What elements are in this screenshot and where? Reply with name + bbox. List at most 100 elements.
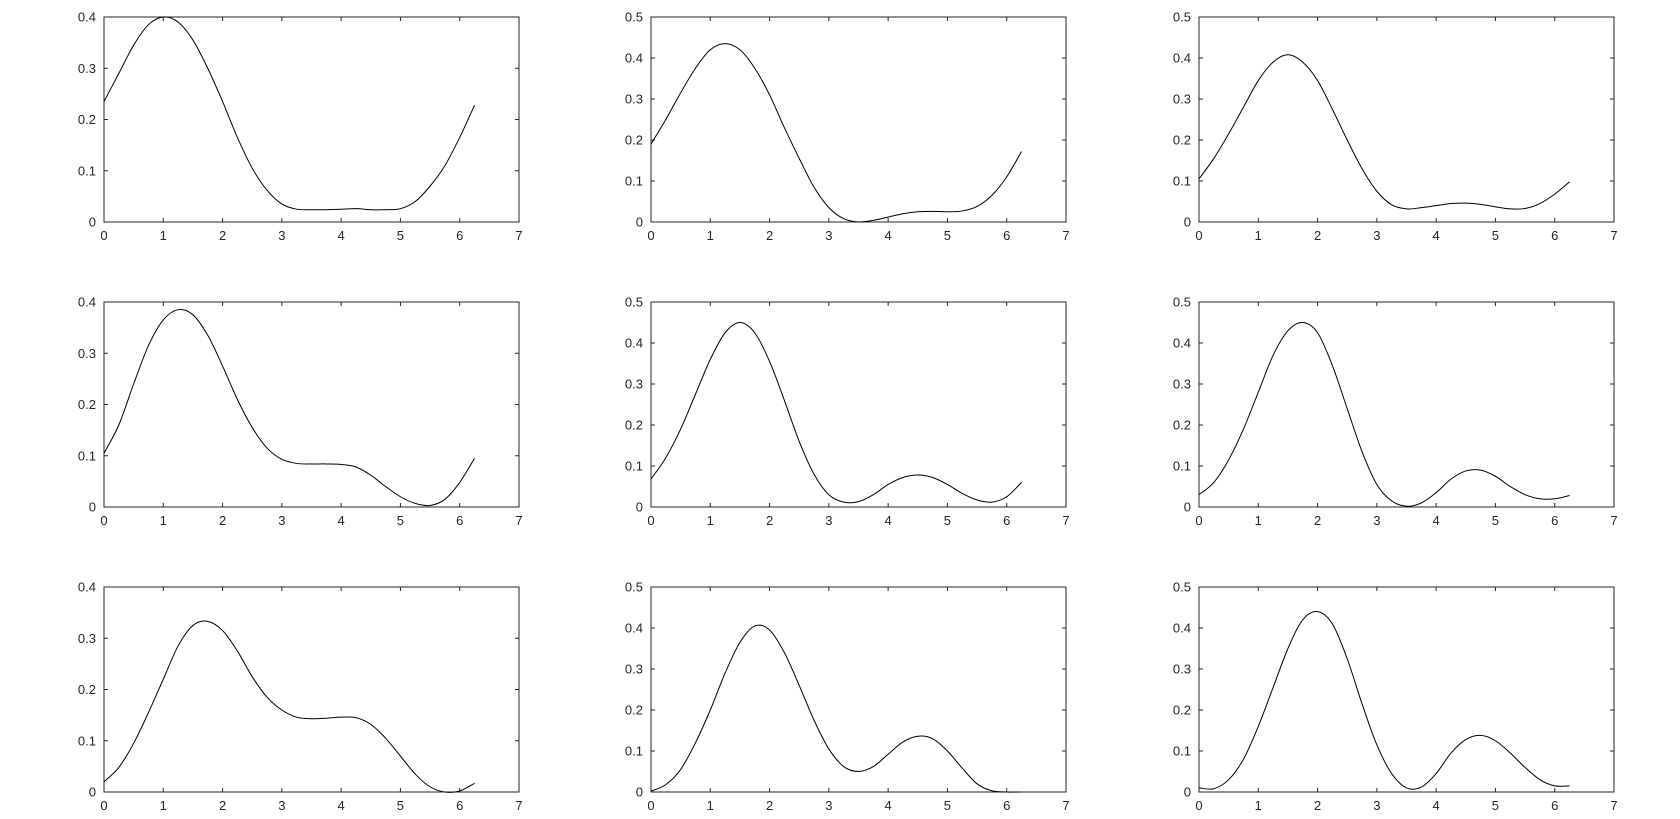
series-line [1198,54,1570,210]
y-tick-label: 0.3 [1173,92,1191,107]
series-line [103,620,475,793]
y-tick-label: 0.5 [1173,580,1191,595]
y-tick-label: 0 [636,500,643,515]
x-tick-label: 4 [338,798,345,813]
x-tick-label: 4 [1433,228,1440,243]
x-tick-label: 7 [1610,228,1617,243]
x-tick-label: 2 [1314,228,1321,243]
y-tick-label: 0.5 [625,10,643,25]
x-tick-label: 0 [1195,228,1202,243]
y-tick-label: 0.5 [625,295,643,310]
x-tick-label: 5 [944,228,951,243]
axes-box [1198,586,1615,793]
x-tick-label: 2 [766,513,773,528]
axes-box [1198,301,1615,508]
y-tick-label: 0.3 [625,377,643,392]
subplot-3: 0 1 2 3 4 5 6 7 0 0.1 0.2 0.3 0.4 0.5 [1173,10,1618,244]
x-tick-label: 6 [456,798,463,813]
x-tick-label: 2 [219,513,226,528]
x-tick-label: 6 [456,228,463,243]
y-tick-label: 0.4 [1173,51,1191,66]
x-tick-label: 4 [338,513,345,528]
x-tick-label: 2 [219,228,226,243]
x-tick-label: 6 [1551,798,1558,813]
x-tick-label: 6 [1551,228,1558,243]
subplot-9: 0 1 2 3 4 5 6 7 0 0.1 0.2 0.3 0.4 0.5 [1173,580,1618,814]
y-tick-label: 0 [89,785,96,800]
y-tick-label: 0.2 [1173,418,1191,433]
y-tick-label: 0.3 [625,662,643,677]
x-tick-label: 0 [647,228,654,243]
y-tick-label: 0.4 [78,295,96,310]
y-tick-label: 0.1 [1173,174,1191,189]
x-tick-label: 0 [100,513,107,528]
x-tick-label: 3 [278,798,285,813]
x-tick-label: 5 [397,798,404,813]
y-tick-label: 0.2 [625,133,643,148]
x-tick-label: 2 [766,228,773,243]
x-tick-label: 1 [707,798,714,813]
x-tick-label: 5 [397,513,404,528]
y-tick-label: 0.1 [1173,459,1191,474]
y-tick-label: 0.5 [625,580,643,595]
x-tick-label: 6 [1551,513,1558,528]
x-tick-label: 2 [1314,513,1321,528]
x-tick-label: 0 [100,798,107,813]
y-tick-label: 0.4 [1173,621,1191,636]
x-tick-label: 3 [1373,228,1380,243]
x-tick-label: 7 [1610,798,1617,813]
x-tick-label: 2 [219,798,226,813]
x-tick-label: 6 [1003,798,1010,813]
x-tick-label: 3 [278,513,285,528]
axes-box [650,301,1067,508]
axes-box [103,586,520,793]
y-tick-label: 0.4 [625,621,643,636]
y-tick-label: 0.1 [78,733,96,748]
subplot-1: 0 1 2 3 4 5 6 7 0 0.1 0.2 0.3 0.4 [78,10,523,244]
x-tick-label: 1 [1255,798,1262,813]
x-tick-label: 3 [825,513,832,528]
y-tick-label: 0.3 [625,92,643,107]
axes-box [103,16,520,223]
x-tick-label: 7 [1062,798,1069,813]
x-tick-label: 6 [1003,513,1010,528]
subplot-7: 0 1 2 3 4 5 6 7 0 0.1 0.2 0.3 0.4 [78,580,523,814]
x-tick-label: 5 [1492,228,1499,243]
y-tick-label: 0 [636,215,643,230]
x-tick-label: 4 [885,228,892,243]
x-tick-label: 1 [1255,228,1262,243]
subplot-5: 0 1 2 3 4 5 6 7 0 0.1 0.2 0.3 0.4 0.5 [625,295,1070,529]
x-tick-label: 3 [825,798,832,813]
y-tick-label: 0 [89,215,96,230]
y-tick-label: 0.2 [78,112,96,127]
series-line [650,322,1022,504]
y-tick-label: 0.5 [1173,295,1191,310]
y-tick-label: 0.1 [1173,744,1191,759]
x-tick-label: 2 [1314,798,1321,813]
axes-box [1198,16,1615,223]
y-tick-label: 0.2 [1173,703,1191,718]
y-tick-label: 0.1 [78,448,96,463]
y-tick-label: 0 [1184,785,1191,800]
x-tick-label: 1 [707,513,714,528]
x-tick-label: 1 [160,228,167,243]
y-tick-label: 0.4 [78,10,96,25]
x-tick-label: 5 [397,228,404,243]
y-tick-label: 0 [1184,215,1191,230]
x-tick-label: 0 [647,798,654,813]
y-tick-label: 0.1 [78,163,96,178]
y-tick-label: 0.4 [1173,336,1191,351]
y-tick-label: 0 [1184,500,1191,515]
x-tick-label: 5 [944,513,951,528]
x-tick-label: 4 [338,228,345,243]
axes-box [650,16,1067,223]
y-tick-label: 0.3 [78,61,96,76]
x-tick-label: 7 [1062,513,1069,528]
y-tick-label: 0.3 [78,346,96,361]
series-line [103,308,475,507]
y-tick-label: 0.4 [625,336,643,351]
y-tick-label: 0.1 [625,459,643,474]
y-tick-label: 0.2 [625,418,643,433]
y-tick-label: 0.2 [1173,133,1191,148]
